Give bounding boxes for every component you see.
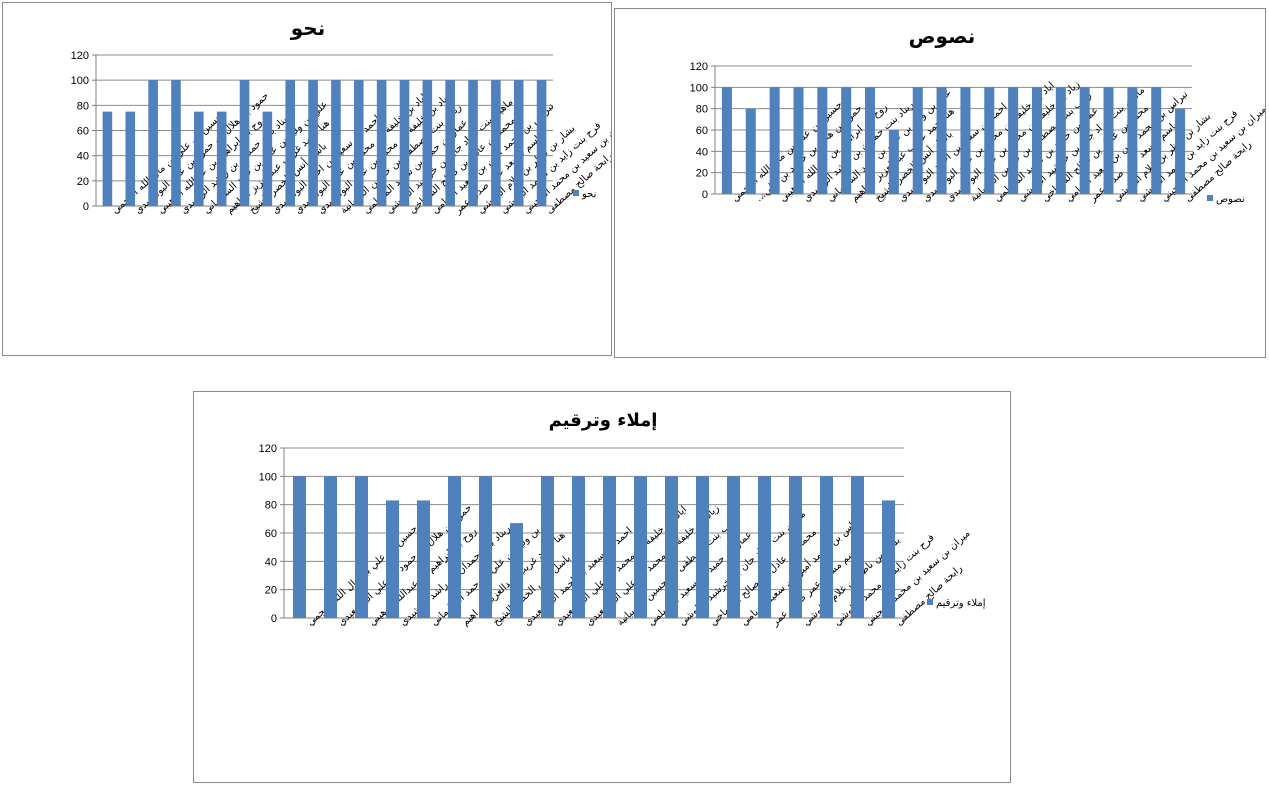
bar [793, 87, 804, 194]
y-tick-label: 20 [77, 176, 89, 188]
bar [376, 80, 387, 206]
y-tick-label: 100 [71, 75, 89, 87]
bar [817, 87, 828, 194]
bar [757, 476, 772, 618]
bar [194, 111, 204, 206]
legend-swatch [1207, 195, 1213, 201]
bar [1031, 87, 1042, 194]
bar [239, 80, 250, 206]
bar [1103, 87, 1114, 194]
y-tick-label: 20 [265, 585, 277, 597]
y-tick-label: 40 [696, 146, 708, 158]
y-tick-label: 0 [83, 201, 89, 213]
bar [695, 476, 710, 618]
chart-panel-nahw: نحو 0 20 40 60 80 100 120 حسين بن علي بن مال الل… [2, 2, 612, 356]
bar [865, 87, 876, 194]
y-tick-label: 0 [702, 189, 708, 201]
bar [912, 87, 923, 194]
bar [509, 523, 524, 618]
y-tick-label: 80 [265, 500, 277, 512]
bar [262, 111, 273, 206]
bar [1055, 87, 1066, 194]
bar [308, 80, 318, 206]
bar [1008, 87, 1019, 194]
bar [769, 87, 780, 194]
bar [385, 500, 400, 618]
y-tick-label: 60 [77, 126, 89, 138]
legend-swatch [927, 599, 933, 605]
bar [745, 108, 756, 194]
legend-label: نصوص [1216, 194, 1245, 205]
y-tick-label: 120 [71, 50, 89, 62]
y-tick-label: 100 [259, 471, 277, 483]
bar [1151, 87, 1162, 194]
y-tick-label: 120 [259, 443, 277, 455]
chart-panel-nusus: نصوص 0 20 40 60 80 100 120 حسين بن علي بن مال ال… [614, 8, 1266, 358]
bar [285, 80, 296, 206]
legend-swatch [573, 190, 579, 196]
y-tick-label: 60 [265, 528, 277, 540]
bar [850, 476, 865, 618]
bar [216, 111, 227, 206]
y-tick-label: 80 [77, 100, 89, 112]
bar [491, 80, 501, 206]
bar [536, 80, 547, 206]
bar [102, 111, 113, 206]
y-tick-label: 0 [271, 613, 277, 625]
bar [1127, 87, 1138, 194]
bar [331, 80, 341, 206]
y-tick-label: 120 [690, 61, 708, 73]
bar [353, 80, 364, 206]
bar [171, 80, 181, 206]
bar [399, 80, 410, 206]
bar [819, 476, 834, 618]
bar [726, 476, 741, 618]
bar [936, 87, 947, 194]
bar [416, 500, 431, 618]
bar [721, 87, 732, 194]
y-tick-label: 20 [696, 168, 708, 180]
bar [633, 476, 648, 618]
y-tick-label: 100 [690, 82, 708, 94]
bar [788, 476, 803, 618]
y-tick-label: 80 [696, 104, 708, 116]
bar [960, 87, 971, 194]
chart-title: نحو [290, 16, 325, 40]
bar [841, 87, 852, 194]
bar [1079, 87, 1090, 194]
chart-title: نصوص [909, 24, 976, 48]
bar [664, 476, 679, 618]
bar [540, 476, 555, 618]
bar [888, 130, 899, 194]
bar [571, 476, 586, 618]
bar [292, 476, 307, 618]
bar [513, 80, 524, 206]
bar [468, 80, 478, 206]
bar [148, 80, 158, 206]
bar [984, 87, 995, 194]
chart-title: إملاء وترقيم [549, 410, 658, 431]
bar [881, 500, 896, 618]
y-tick-label: 40 [265, 556, 277, 568]
bar [445, 80, 455, 206]
bar [1175, 108, 1186, 194]
bar [447, 476, 462, 618]
legend-label: نحو [581, 189, 596, 200]
bar [478, 476, 493, 618]
bar [422, 80, 433, 206]
y-tick-label: 60 [696, 125, 708, 137]
bar [125, 111, 136, 206]
y-tick-label: 40 [77, 151, 89, 163]
bar [323, 476, 338, 618]
legend-label: إملاء وترقيم [936, 598, 986, 609]
bar [354, 476, 369, 618]
bar [602, 476, 617, 618]
